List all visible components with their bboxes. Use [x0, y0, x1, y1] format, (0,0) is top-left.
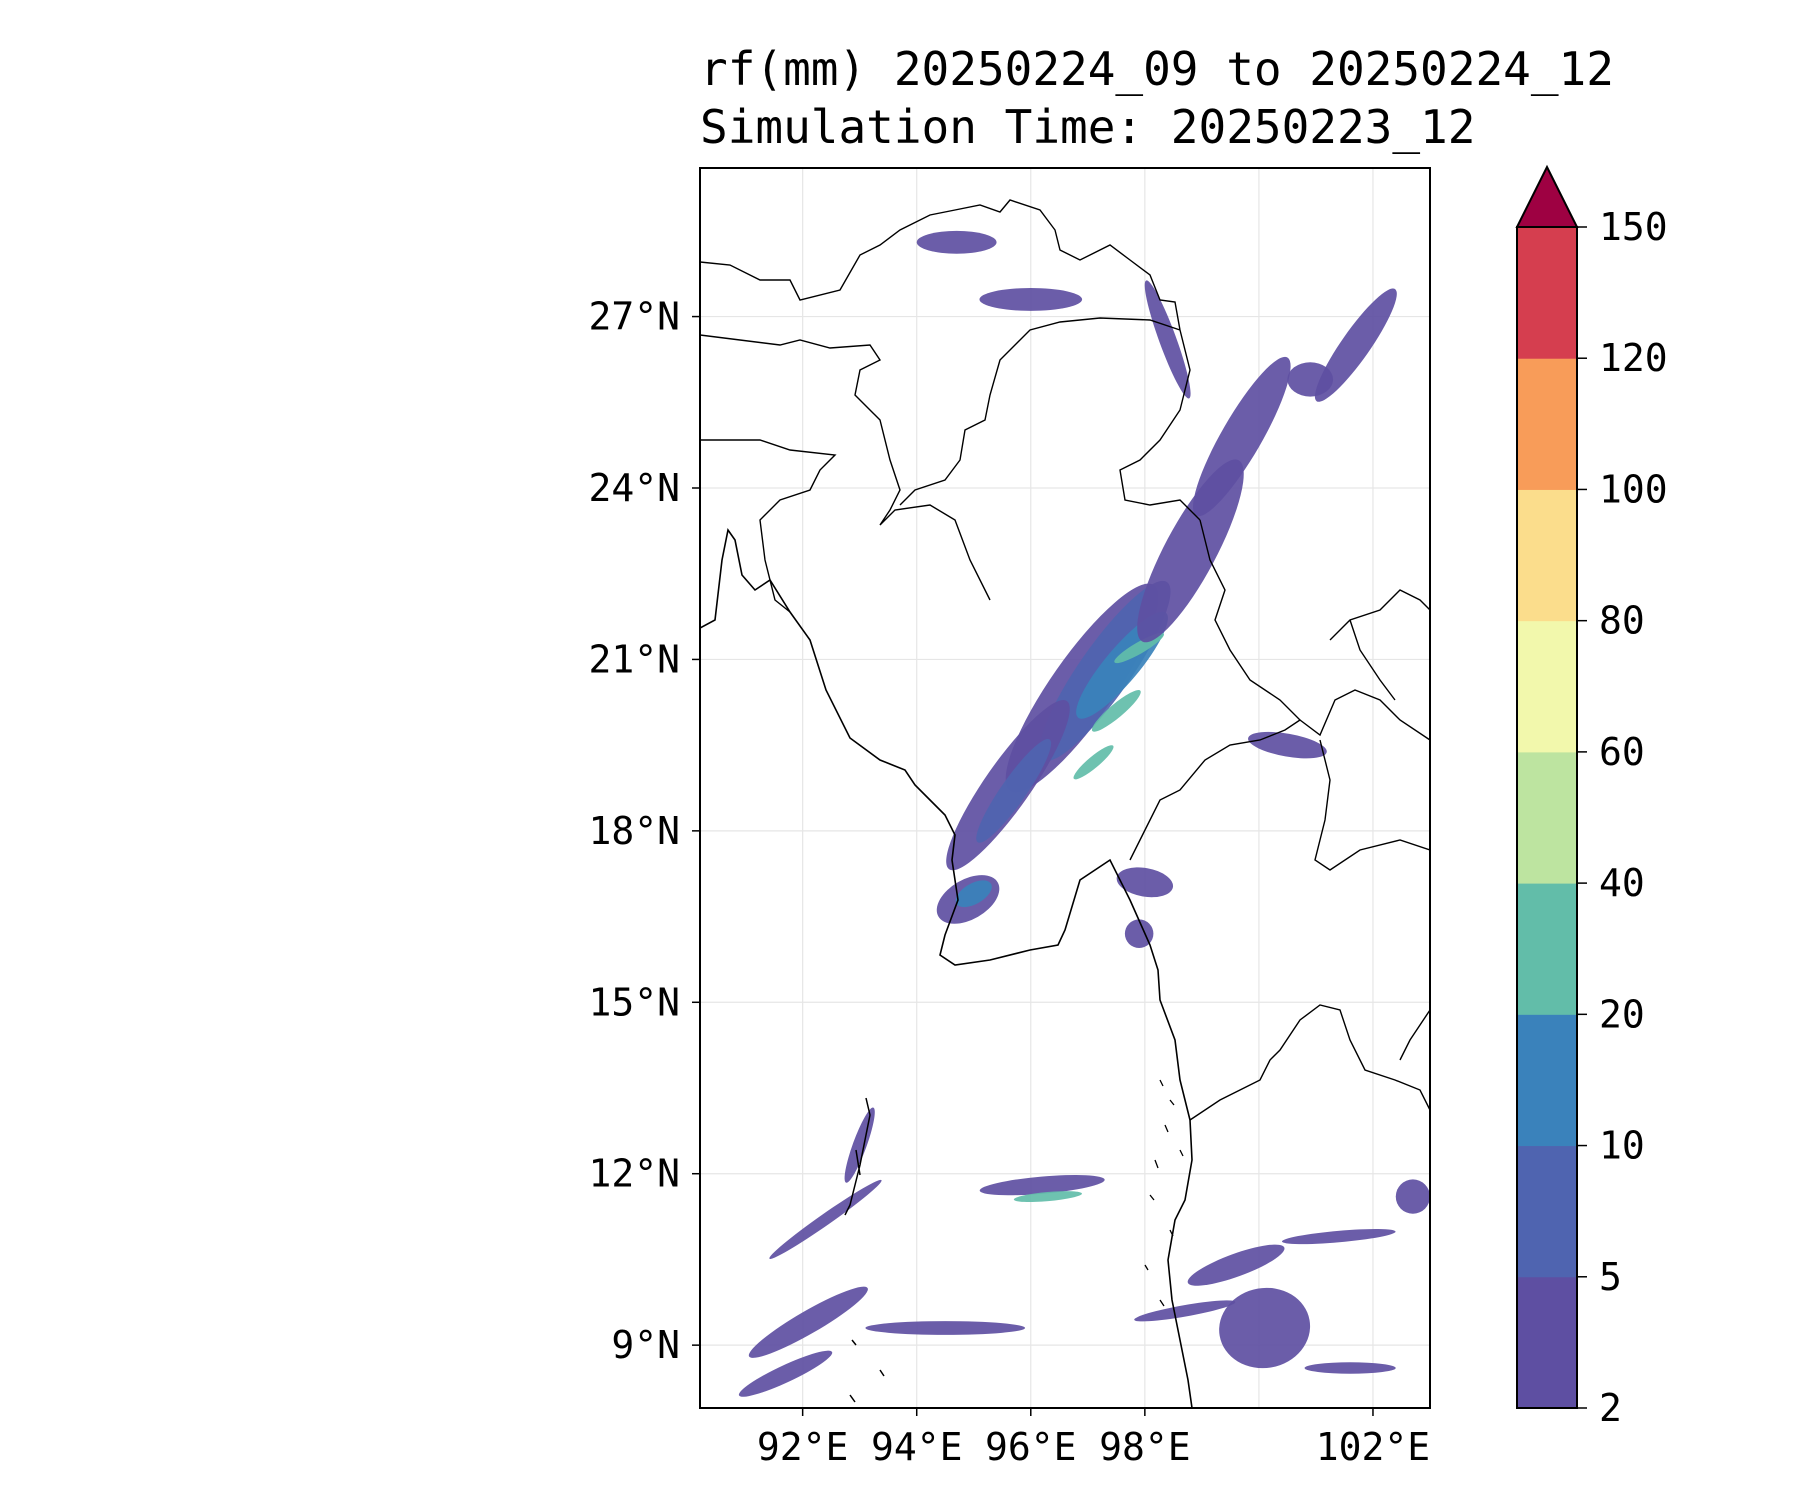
rain-cell: [1116, 867, 1174, 898]
colorbar-frame: [1516, 226, 1578, 1409]
rain-cell: [1248, 731, 1327, 759]
rain-cell: [1281, 1229, 1396, 1245]
coastline-west: [700, 528, 1193, 1408]
rain-cell: [748, 1286, 868, 1358]
colorbar-tick-label: 100: [1599, 467, 1668, 511]
rain-cell: [1073, 745, 1114, 780]
colorbar-tick-label: 120: [1599, 336, 1668, 380]
colorbar-segment: [1517, 227, 1577, 359]
colorbar-tick-label: 20: [1599, 992, 1645, 1036]
colorbar-segment: [1517, 1276, 1577, 1409]
colorbar-tick-label: 10: [1599, 1124, 1645, 1168]
colorbar-segment: [1517, 489, 1577, 622]
lon-tick-label: 98°E: [1099, 1425, 1191, 1469]
colorbar-segment: [1517, 751, 1577, 884]
rain-cell: [738, 1350, 833, 1397]
border-thailand-cambodia: [1189, 1004, 1430, 1121]
title-line-2: Simulation Time: 20250223_12: [700, 100, 1476, 154]
map-frame: [699, 167, 1431, 1409]
colorbar-tick-label: 2: [1599, 1386, 1622, 1430]
lat-tick-label: 9°N: [611, 1323, 680, 1367]
rain-cell: [865, 1321, 1026, 1335]
rain-cell: [1187, 1244, 1285, 1286]
rain-cell: [1314, 288, 1397, 402]
colorbar: 2 5 10 20 40 60 80 100 120 150: [1515, 164, 1668, 1430]
rain-cell: [979, 288, 1083, 311]
colorbar-tick-label: 60: [1599, 730, 1645, 774]
lat-tick-label: 21°N: [588, 637, 680, 681]
colorbar-tick-label: 150: [1599, 205, 1668, 249]
rain-cell: [1219, 1287, 1311, 1369]
border-thailand-laos: [1299, 589, 1430, 871]
lon-tick-label: 94°E: [871, 1425, 963, 1469]
rain-cell: [1192, 356, 1291, 517]
lat-tick-label: 15°N: [588, 980, 680, 1024]
lon-tick-label: 102°E: [1316, 1425, 1430, 1469]
rain-cell: [769, 1179, 882, 1259]
rain-cell: [976, 738, 1052, 843]
rain-cell: [1137, 459, 1244, 643]
graticule: [700, 168, 1430, 1408]
rain-cell: [1134, 1300, 1236, 1322]
rain-cell: [1091, 690, 1141, 732]
lat-tick-label: 18°N: [588, 809, 680, 853]
rain-cell: [1287, 362, 1334, 397]
rain-cell: [916, 230, 997, 254]
colorbar-segment: [1517, 883, 1577, 1015]
colorbar-segment: [1517, 358, 1577, 490]
mergui-archipelago: [1144, 1079, 1184, 1307]
colorbar-tick-label: 40: [1599, 861, 1645, 905]
longitude-tick-labels: 92°E 94°E 96°E 98°E 102°E: [757, 1408, 1430, 1469]
colorbar-segment: [1517, 620, 1577, 753]
coastlines-borders: [700, 199, 1430, 1408]
rain-cell: [1395, 1179, 1430, 1214]
border-india-bangladesh: [700, 334, 991, 613]
lon-tick-label: 92°E: [757, 1425, 849, 1469]
andaman-islands: [844, 1097, 871, 1216]
latitude-tick-labels: 27°N 24°N 21°N 18°N 15°N 12°N 9°N: [588, 295, 700, 1367]
colorbar-tick-label: 5: [1599, 1255, 1622, 1299]
rain-cell: [1144, 280, 1191, 399]
colorbar-segment: [1517, 1145, 1577, 1278]
lat-tick-label: 27°N: [588, 295, 680, 339]
lon-tick-label: 96°E: [985, 1425, 1077, 1469]
border-himalaya: [700, 199, 1201, 521]
rain-cell: [1304, 1362, 1396, 1374]
nicobar-islands: [849, 1339, 885, 1403]
rain-cell: [1013, 1191, 1082, 1203]
lat-tick-label: 12°N: [588, 1152, 680, 1196]
rain-cell: [979, 1175, 1105, 1196]
rain-cell: [955, 880, 992, 908]
border-myanmar-east: [899, 317, 1302, 861]
lat-tick-label: 24°N: [588, 466, 680, 510]
colorbar-tick-label: 80: [1599, 599, 1645, 643]
rainfall-contours: [738, 230, 1430, 1397]
colorbar-extend-arrow: [1515, 164, 1579, 228]
colorbar-segment: [1517, 1014, 1577, 1147]
rain-cell: [1124, 919, 1154, 948]
